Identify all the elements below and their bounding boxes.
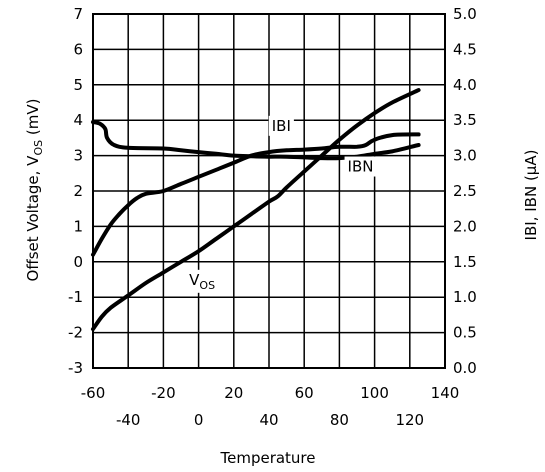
y-right-tick-label: 2.0 [453,217,477,235]
y-right-tick-label: 2.5 [453,182,477,200]
annotation-text: VOS [189,271,215,292]
annotation-background [344,156,377,177]
x-tick-label-lower: 40 [259,411,278,429]
y-left-label-subscript: OS [32,140,45,156]
series-layer [91,88,421,332]
annotation-main: IBN [348,158,374,176]
annotation-main: IBI [272,117,291,135]
y-right-axis-label: IBI, IBN (μA) [522,150,540,241]
y-left-tick-label: 3 [73,147,83,165]
annotation-1: IBI [268,115,294,136]
y-left-tick-label: 2 [73,182,83,200]
annotation-text: IBI [272,117,291,135]
y-right-tick-label: 1.0 [453,288,477,306]
x-tick-label-upper: 100 [360,384,389,402]
y-right-tick-label: 0.5 [453,324,477,342]
y-left-tick-label: 6 [73,40,83,58]
annotation-2: IBN [344,156,377,177]
y-right-tick-label: 3.0 [453,147,477,165]
annotation-3: VOS [186,269,219,293]
x-tick-label-lower: 80 [330,411,349,429]
y-left-label-unit: (mV) [24,99,42,140]
x-tick-label-upper: -20 [151,384,176,402]
y-left-tick-label: 5 [73,76,83,94]
grid [92,13,446,369]
y-left-tick-label: 4 [73,111,83,129]
annotation-main: V [189,271,200,289]
x-axis-label: Temperature [219,449,315,467]
y-left-tick-label: 7 [73,5,83,23]
tick-labels: -3 -2 -1 0 1 2 3 4 5 6 7 0.0 0.5 1.0 1.5 2.0 2.5 3.0 3.5 4.… [68,5,477,429]
x-tick-label-lower: 0 [194,411,204,429]
y-left-axis-label: Offset Voltage, VOS (mV) [24,99,45,282]
y-left-tick-label: -3 [68,359,83,377]
y-right-tick-label: 4.5 [453,40,477,58]
y-left-tick-label: -1 [68,288,83,306]
y-left-tick-label: 0 [73,253,83,271]
annotation-subscript: OS [199,279,215,292]
annotations: IBI IBN VOS [186,115,377,293]
annotation-background [268,115,294,136]
y-right-tick-label: 1.5 [453,253,477,271]
plot-frame [92,13,446,369]
y-right-tick-label: 4.0 [453,76,477,94]
y-left-tick-label: -2 [68,324,83,342]
x-tick-label-lower: -40 [116,411,141,429]
y-right-tick-label: 5.0 [453,5,477,23]
series-line-2 [91,132,421,257]
y-left-label-main: Offset Voltage, V [24,155,42,282]
x-tick-label-upper: 140 [431,384,460,402]
y-left-tick-label: 1 [73,217,83,235]
x-tick-label-upper: 20 [224,384,243,402]
y-right-tick-label: 0.0 [453,359,477,377]
annotation-background [186,269,219,293]
y-right-tick-label: 3.5 [453,111,477,129]
x-tick-label-upper: 60 [295,384,314,402]
series-line-1 [91,88,421,332]
annotation-text: IBN [348,158,374,176]
x-tick-label-lower: 120 [395,411,424,429]
x-tick-label-upper: -60 [81,384,106,402]
